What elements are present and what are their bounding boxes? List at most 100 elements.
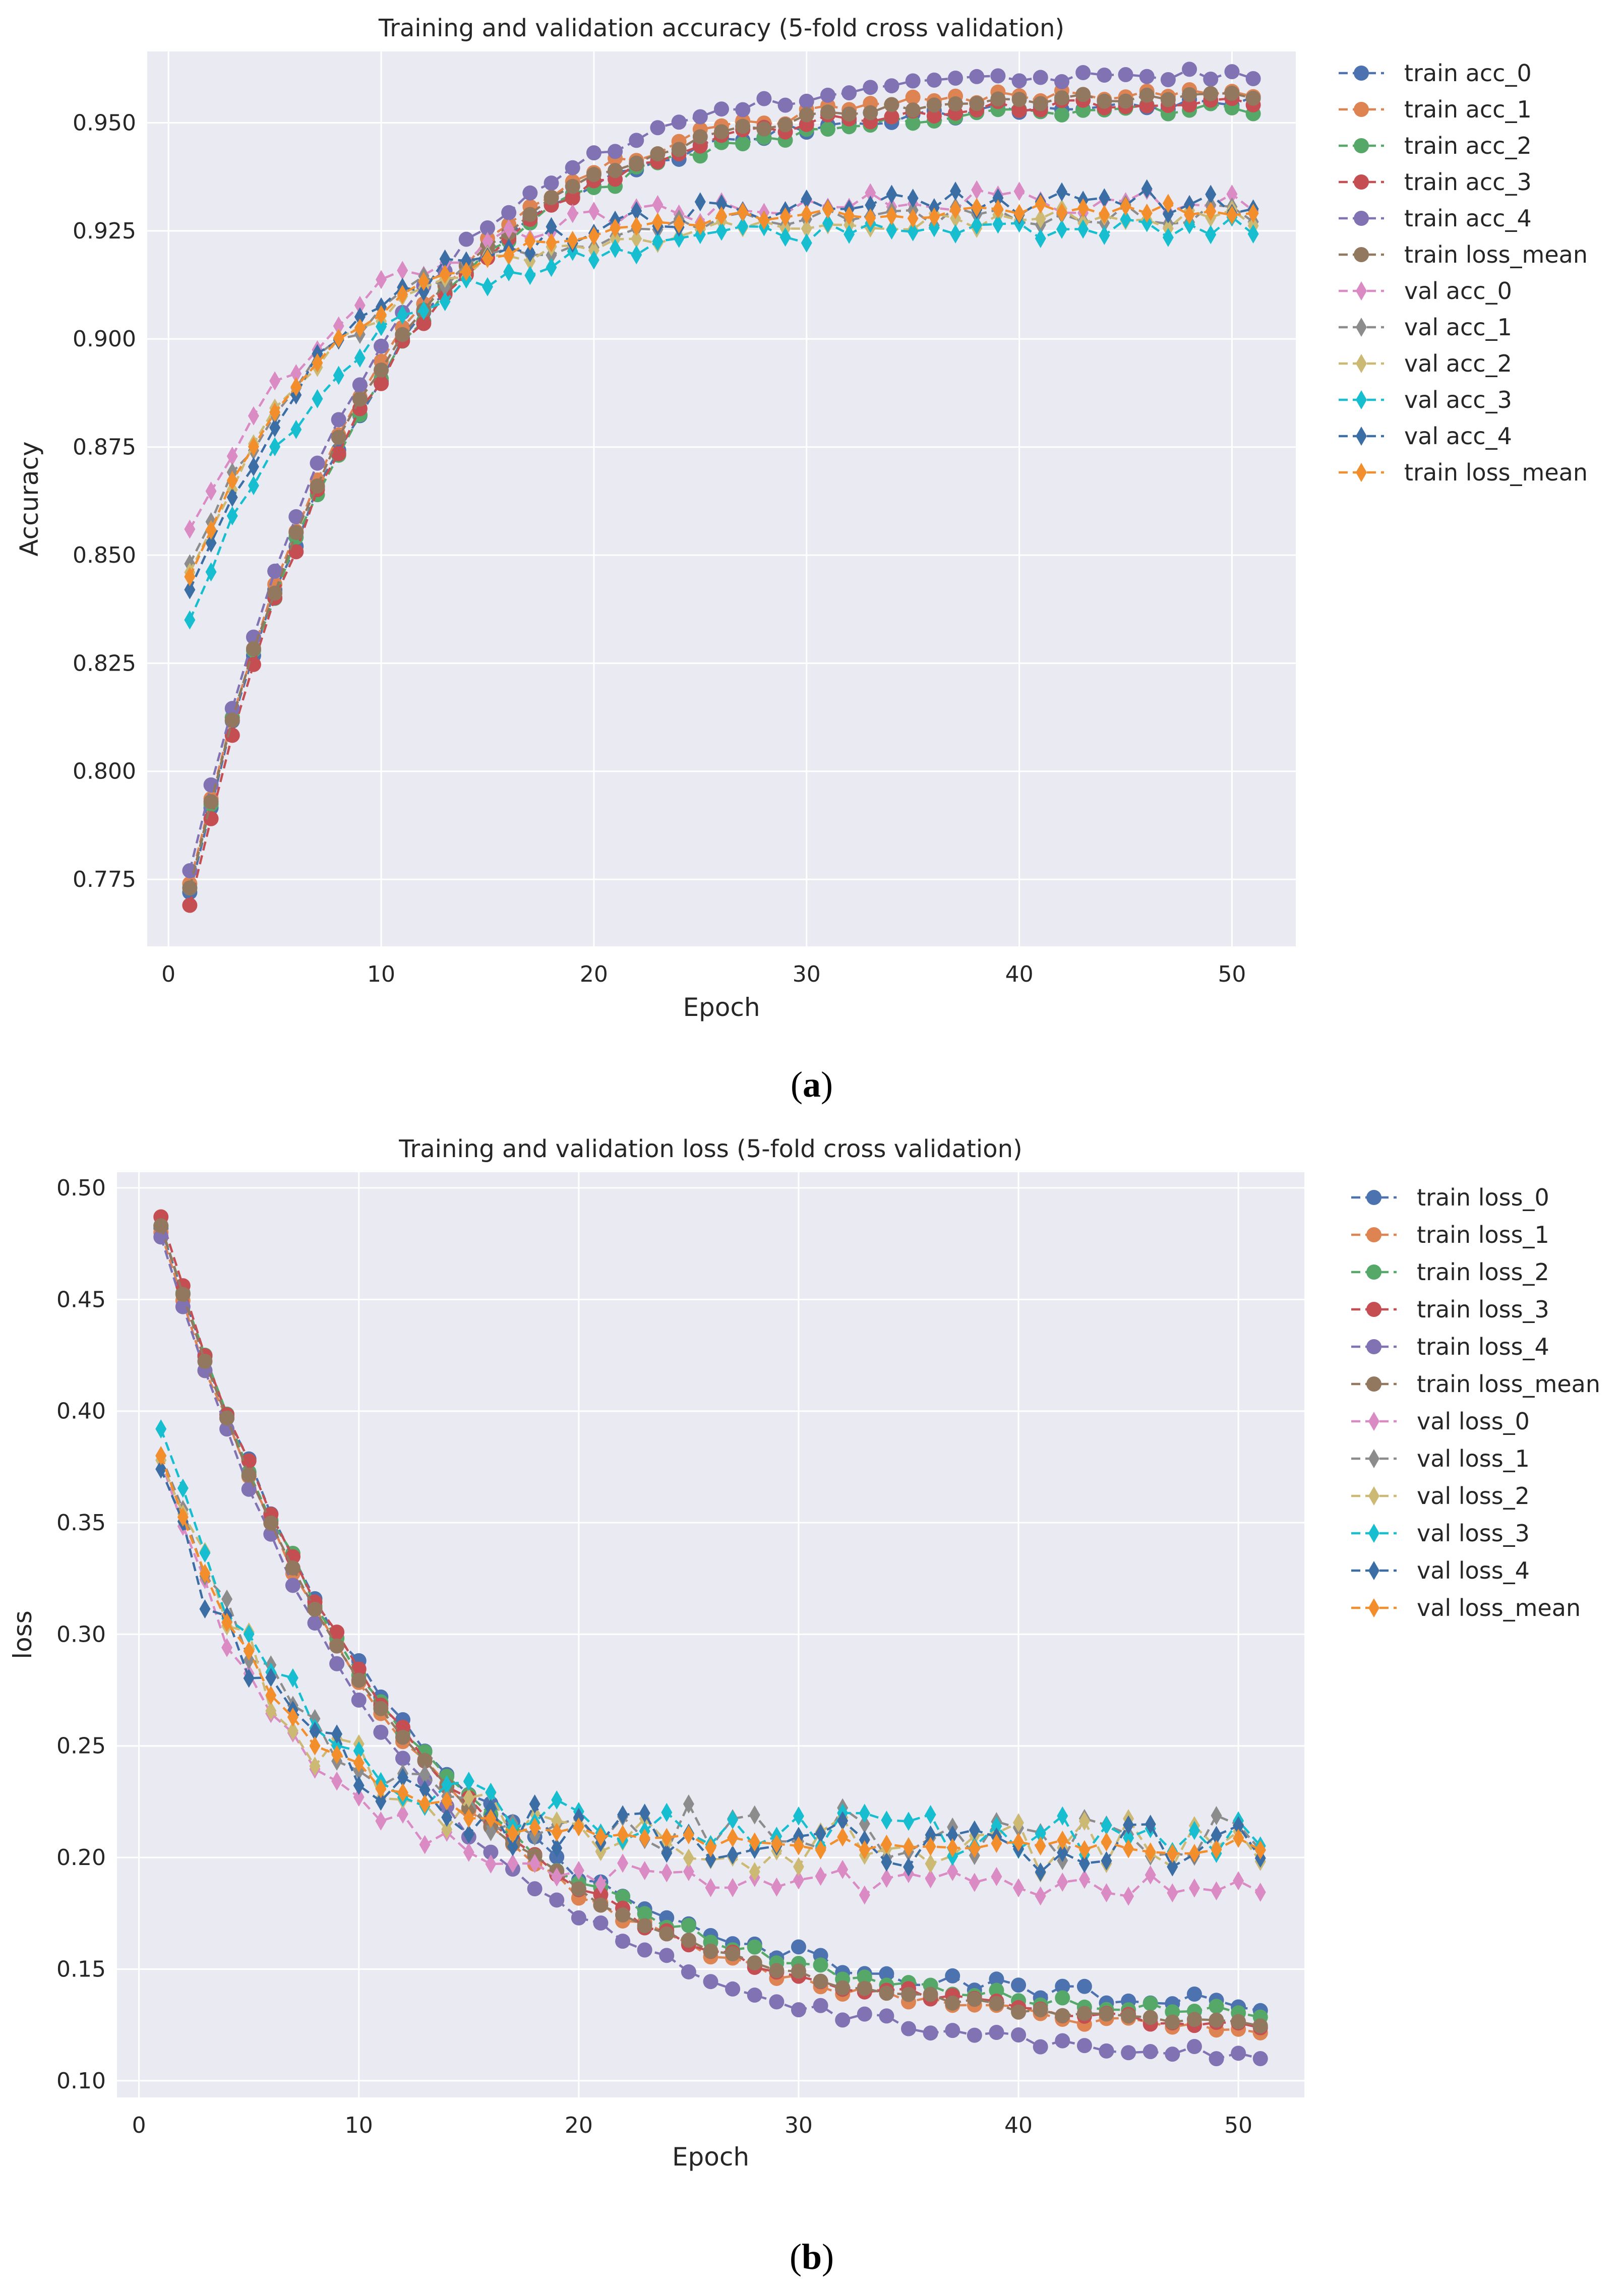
data-point xyxy=(1101,1883,1112,1903)
data-point xyxy=(1057,1873,1068,1892)
data-point xyxy=(881,1852,892,1872)
data-point xyxy=(329,1638,345,1654)
data-point xyxy=(199,1543,211,1563)
data-point xyxy=(681,1964,696,1979)
data-point xyxy=(1011,2027,1027,2042)
data-point xyxy=(307,1615,323,1631)
data-point xyxy=(503,262,515,282)
data-point xyxy=(989,2025,1004,2040)
data-point xyxy=(353,1753,365,1773)
data-point xyxy=(926,108,942,124)
data-point xyxy=(1011,92,1027,107)
data-point xyxy=(1162,204,1174,224)
data-point xyxy=(694,216,706,235)
legend-marker xyxy=(1368,1412,1379,1431)
data-point xyxy=(1162,194,1174,213)
data-point xyxy=(683,1848,694,1868)
data-point xyxy=(265,1686,277,1705)
series-layer xyxy=(153,1209,1268,2067)
data-point xyxy=(879,2008,894,2024)
legend-label: train loss_0 xyxy=(1417,1184,1549,1211)
data-point xyxy=(397,261,408,280)
data-point xyxy=(1078,1812,1090,1831)
data-point xyxy=(329,1656,345,1671)
data-point xyxy=(1123,1886,1134,1906)
data-point xyxy=(886,185,897,204)
data-point xyxy=(588,201,599,221)
data-point xyxy=(822,213,833,233)
data-point xyxy=(716,206,727,226)
data-point xyxy=(439,264,451,284)
legend-label: val acc_4 xyxy=(1404,423,1512,450)
data-point xyxy=(652,195,664,214)
data-point xyxy=(441,1791,453,1811)
data-point xyxy=(865,195,876,215)
data-point xyxy=(1141,203,1153,223)
data-point xyxy=(309,1721,321,1741)
legend-label: train loss_2 xyxy=(1417,1258,1549,1286)
data-point xyxy=(947,1861,958,1881)
x-tick-label: 50 xyxy=(1218,961,1246,987)
y-tick-label: 0.15 xyxy=(56,1956,106,1982)
data-point xyxy=(971,198,983,217)
data-point xyxy=(312,353,323,373)
data-point xyxy=(820,122,835,137)
data-point xyxy=(907,222,919,242)
data-point xyxy=(373,1701,389,1716)
data-point xyxy=(859,1830,870,1849)
legend-marker xyxy=(1366,1339,1381,1354)
data-point xyxy=(673,214,685,234)
data-point xyxy=(527,1881,543,1897)
data-point xyxy=(290,419,302,439)
data-point xyxy=(991,1816,1002,1836)
data-point xyxy=(1101,1832,1112,1852)
x-tick-label: 20 xyxy=(580,961,608,987)
data-point xyxy=(1184,205,1195,224)
data-point xyxy=(374,363,389,378)
data-point xyxy=(1033,2039,1048,2055)
data-point xyxy=(524,243,536,263)
data-point xyxy=(923,2025,938,2041)
data-point xyxy=(791,1939,806,1955)
data-point xyxy=(182,880,198,896)
data-point xyxy=(288,525,304,540)
data-point xyxy=(1013,1832,1025,1852)
data-point xyxy=(793,1836,804,1855)
data-point xyxy=(1099,188,1110,208)
data-point xyxy=(777,117,793,133)
data-point xyxy=(595,1827,607,1846)
data-point xyxy=(1033,2002,1048,2018)
legend-marker xyxy=(1356,281,1367,300)
legend-label: val loss_4 xyxy=(1417,1557,1530,1584)
x-axis-label: Epoch xyxy=(683,993,760,1022)
data-point xyxy=(1186,2012,1202,2027)
data-point xyxy=(886,206,897,225)
data-point xyxy=(799,107,814,123)
data-point xyxy=(375,1811,387,1831)
data-point xyxy=(631,229,642,249)
legend-marker xyxy=(1354,138,1369,153)
data-point xyxy=(458,231,474,247)
data-point xyxy=(859,1840,870,1859)
data-point xyxy=(661,1843,673,1863)
data-point xyxy=(1013,204,1025,223)
data-point xyxy=(969,96,985,111)
data-point xyxy=(771,1877,783,1897)
data-point xyxy=(727,1845,739,1865)
legend-label: val loss_1 xyxy=(1417,1445,1530,1472)
data-point xyxy=(197,1353,213,1369)
data-point xyxy=(1139,69,1155,84)
data-point xyxy=(573,1817,584,1837)
data-point xyxy=(221,1589,233,1609)
data-point xyxy=(857,2006,872,2022)
data-point xyxy=(925,1854,936,1874)
data-point xyxy=(1076,1978,1092,1994)
data-point xyxy=(1121,2008,1136,2024)
data-point xyxy=(703,1974,718,1990)
data-point xyxy=(485,1854,497,1874)
data-point xyxy=(1055,2008,1070,2023)
data-point xyxy=(615,1907,631,1922)
data-point xyxy=(182,863,198,878)
data-point xyxy=(153,1218,169,1234)
data-point xyxy=(1224,64,1240,80)
